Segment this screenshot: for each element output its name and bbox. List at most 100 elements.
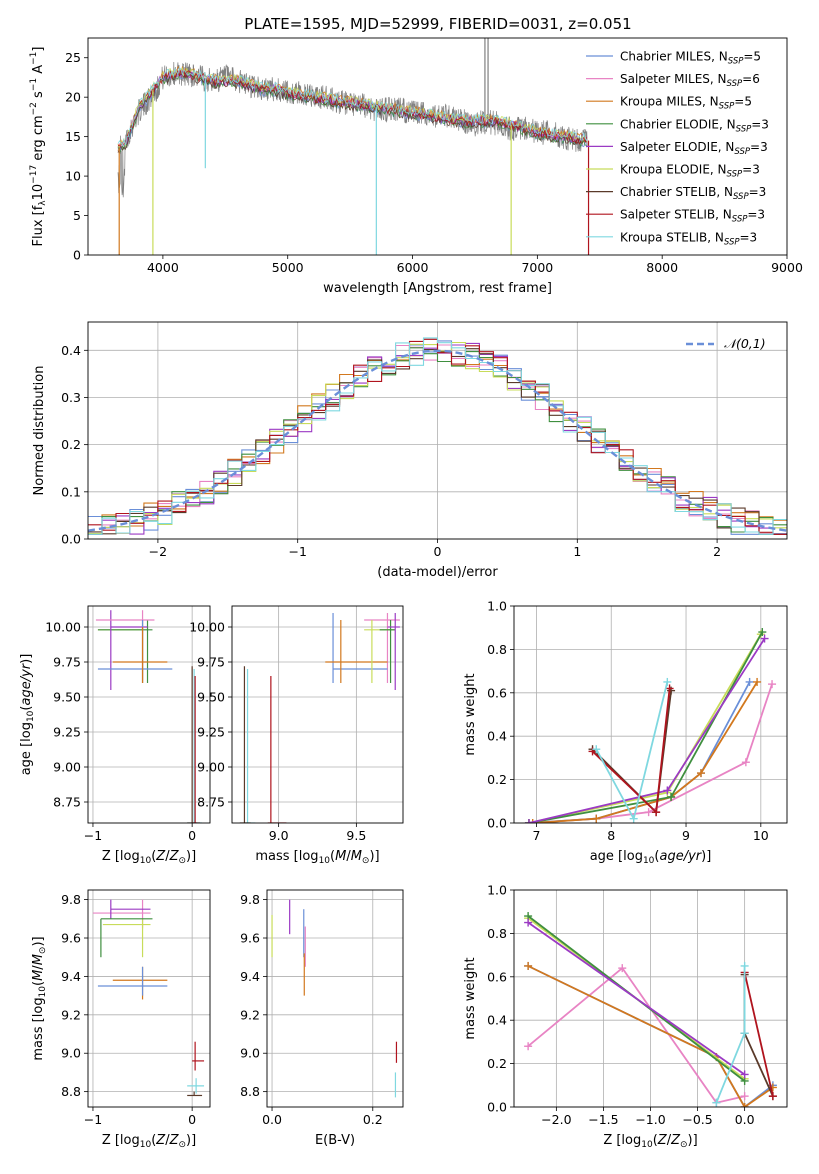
legend-label-sub: SSP	[727, 79, 743, 89]
x-tick-label: 0.2	[363, 1112, 383, 1127]
y-tick-label: 9.4	[240, 969, 260, 984]
legend-label: Salpeter MILES, NSSP=6	[620, 72, 760, 89]
x-axis-label-part: age/yr	[659, 849, 702, 864]
x-axis-label-part: E(B-V)	[315, 1133, 355, 1148]
x-tick-label: −2	[149, 544, 167, 559]
x-axis-label-part: Z	[670, 1133, 681, 1148]
x-axis-label: age [log10(age/yr)]	[590, 849, 712, 866]
y-tick-label: 1.0	[487, 883, 507, 898]
x-tick-label: 1	[573, 544, 581, 559]
axis-group: 4000 5000 6000 7000 8000 9000 0 5 10 15 20 25 Chabri…	[29, 37, 803, 296]
gaussian-reference-curve	[88, 349, 787, 532]
x-axis-label-part: )]	[186, 849, 196, 864]
legend-label-suffix: =3	[742, 163, 760, 177]
x-axis-label-part: )]	[369, 849, 379, 864]
x-tick-label: 9000	[771, 260, 803, 275]
errorbar-marker	[97, 966, 168, 996]
legend-label-main: Chabrier ELODIE, N	[620, 117, 736, 131]
x-axis-label-part: (	[653, 1133, 658, 1148]
y-axis-label: mass weight	[463, 673, 478, 755]
y-axis-label-part: −1	[29, 78, 39, 91]
x-axis-label: Z [log10(Z/Z⊙)]	[603, 1133, 697, 1150]
y-axis-label-part: ]	[31, 47, 46, 52]
weight-series-line	[528, 638, 766, 823]
axes-frame	[87, 889, 211, 1108]
y-axis-label: Normed distribution	[32, 366, 47, 496]
legend-label-main: Salpeter STELIB, N	[620, 208, 732, 222]
y-tick-label: 9.8	[61, 892, 81, 907]
x-axis-label-part: 10	[641, 1140, 653, 1150]
errorbar-marker	[379, 620, 396, 683]
x-tick-label: 0	[188, 828, 196, 843]
errorbar-marker	[192, 676, 198, 823]
errorbar-marker	[95, 610, 155, 681]
legend-label-sub: SSP	[736, 124, 752, 134]
y-tick-label: 9.0	[61, 1046, 81, 1061]
x-axis-label-part: 10	[140, 856, 152, 866]
plot-area	[524, 628, 777, 823]
y-tick-label: 5	[73, 208, 81, 223]
x-axis-label: E(B-V)	[315, 1133, 355, 1148]
x-axis-label-part: 10	[319, 856, 331, 866]
y-axis-label: Flux [fλ10−17 erg cm−2 s−1 A−1]	[29, 47, 48, 247]
y-tick-label: 8.8	[240, 1084, 260, 1099]
x-axis-label-part: )]	[701, 849, 711, 864]
legend-label-suffix: =6	[742, 72, 760, 86]
grid-lines	[514, 605, 787, 824]
y-tick-label: 9.25	[197, 725, 225, 740]
x-axis-label-part: ⊙	[178, 1140, 186, 1150]
grid-lines	[88, 890, 210, 1107]
weight-series-line	[591, 688, 671, 815]
plot-area	[524, 912, 777, 1107]
x-tick-label: 9	[682, 828, 690, 843]
x-tick-label: 0.0	[262, 1112, 282, 1127]
y-tick-label: 9.6	[61, 931, 81, 946]
legend-label-main: Kroupa ELODIE, N	[620, 163, 727, 177]
weight-series-line	[528, 681, 751, 823]
legend-label-sub: SSP	[734, 147, 750, 157]
y-axis-label-part: ⊙	[38, 947, 48, 955]
legend-label-suffix: =3	[750, 140, 768, 154]
x-axis-label-part: wavelength [Angstrom, rest frame]	[323, 281, 552, 296]
axis-group: −2.0 −1.5 −1.0 −0.5 0.0 0.0 0.2 0.4 0.6 0.8 1.0 mas…	[463, 883, 788, 1150]
weight-series-line	[527, 966, 745, 1104]
errorbar-marker	[332, 613, 388, 683]
legend-label: Chabrier ELODIE, NSSP=3	[620, 117, 769, 134]
y-tick-label: 9.00	[53, 760, 81, 775]
y-axis-label-part: −17	[29, 165, 39, 184]
y-tick-label: 10.00	[189, 620, 225, 635]
x-tick-label: 0.0	[735, 1112, 755, 1127]
plot-area	[117, 38, 590, 255]
weight-series-line	[527, 921, 746, 1076]
errorbar-marker	[387, 613, 400, 690]
legend-label-suffix: =3	[747, 208, 765, 222]
y-axis-label-part: )]	[31, 936, 46, 946]
axis-group: −1 08.89.09.29.49.69.8Z [log10(Z/Z⊙)]mass…	[31, 889, 211, 1150]
legend-label: Kroupa MILES, NSSP=5	[620, 95, 752, 112]
x-tick-label: 2	[713, 544, 721, 559]
legend-label-suffix: =3	[749, 185, 767, 199]
errorbar-marker	[364, 613, 400, 683]
y-tick-label: 9.4	[61, 969, 81, 984]
plot-area	[239, 613, 400, 823]
axes-frame	[87, 321, 788, 540]
legend-label-main: Kroupa MILES, N	[620, 95, 719, 109]
x-axis-label-part: Z [log	[603, 1133, 641, 1148]
x-tick-label: 6000	[397, 260, 429, 275]
x-axis-label-part: )]	[186, 1133, 196, 1148]
x-axis-label-part: (	[151, 849, 156, 864]
axes-frame	[513, 605, 788, 824]
y-tick-label: 8.75	[53, 795, 81, 810]
errorbar-marker	[110, 610, 148, 690]
x-axis-label-part: /	[346, 849, 351, 864]
x-axis-label-part: ⊙	[680, 1140, 688, 1150]
y-axis-label-part: mass [log	[31, 997, 46, 1060]
x-tick-label: 8	[607, 828, 615, 843]
x-tick-label: −0.5	[682, 1112, 712, 1127]
x-tick-label: 7	[532, 828, 540, 843]
x-tick-label: 9.0	[269, 828, 289, 843]
grid-lines	[267, 890, 403, 1107]
